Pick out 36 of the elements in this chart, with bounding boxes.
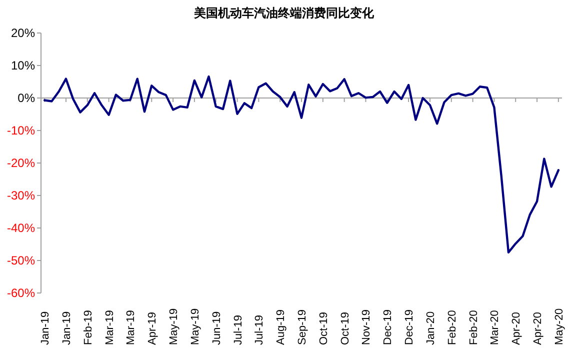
x-tick-label: Feb-20: [446, 310, 458, 345]
x-tick-label: Jul-19: [232, 315, 244, 345]
x-tick-label: Sep-19: [296, 310, 308, 345]
x-tick-label: Dec-19: [382, 310, 394, 345]
x-tick-label: Jul-19: [254, 315, 266, 345]
x-tick-label: Jan-19: [60, 311, 73, 345]
x-tick-label: Apr-20: [510, 312, 523, 345]
x-tick-label: May-19: [168, 308, 180, 345]
x-tick-label: Oct-19: [318, 312, 330, 345]
x-tick-label: Nov-19: [360, 310, 373, 345]
y-tick-label: 20%: [10, 26, 36, 40]
x-tick-label: Mar-19: [125, 310, 138, 345]
y-tick-label: -10%: [6, 124, 36, 138]
x-tick-label: Oct-19: [339, 312, 352, 345]
x-tick-label: Mar-20: [489, 310, 502, 345]
x-tick-label: Jan-20: [424, 311, 437, 345]
y-tick-label: -60%: [6, 286, 36, 300]
y-tick-label: 0%: [18, 91, 36, 106]
y-tick-label: -30%: [6, 188, 36, 203]
y-tick-label: 10%: [10, 58, 36, 73]
y-tick-label: -20%: [6, 156, 36, 170]
x-tick-label: May-19: [189, 308, 202, 345]
line-series: [43, 75, 560, 254]
x-tick-label: Apr-20: [532, 312, 544, 345]
x-tick-label: Aug-19: [275, 310, 288, 345]
x-tick-label: Apr-19: [146, 312, 159, 345]
x-tick-label: Feb-20: [468, 310, 480, 345]
x-tick-label: Dec-19: [404, 310, 416, 345]
x-tick-label: Feb-19: [82, 310, 94, 345]
x-tick-label: Jan-19: [40, 311, 52, 345]
x-tick-label: Mar-19: [104, 310, 116, 345]
y-tick-label: -50%: [6, 254, 36, 268]
chart-title: 美国机动车汽油终端消费同比变化: [193, 6, 375, 20]
x-tick-label: May-20: [553, 308, 566, 345]
x-tick-label: Jun-19: [210, 311, 223, 345]
y-tick-label: -40%: [6, 221, 36, 236]
